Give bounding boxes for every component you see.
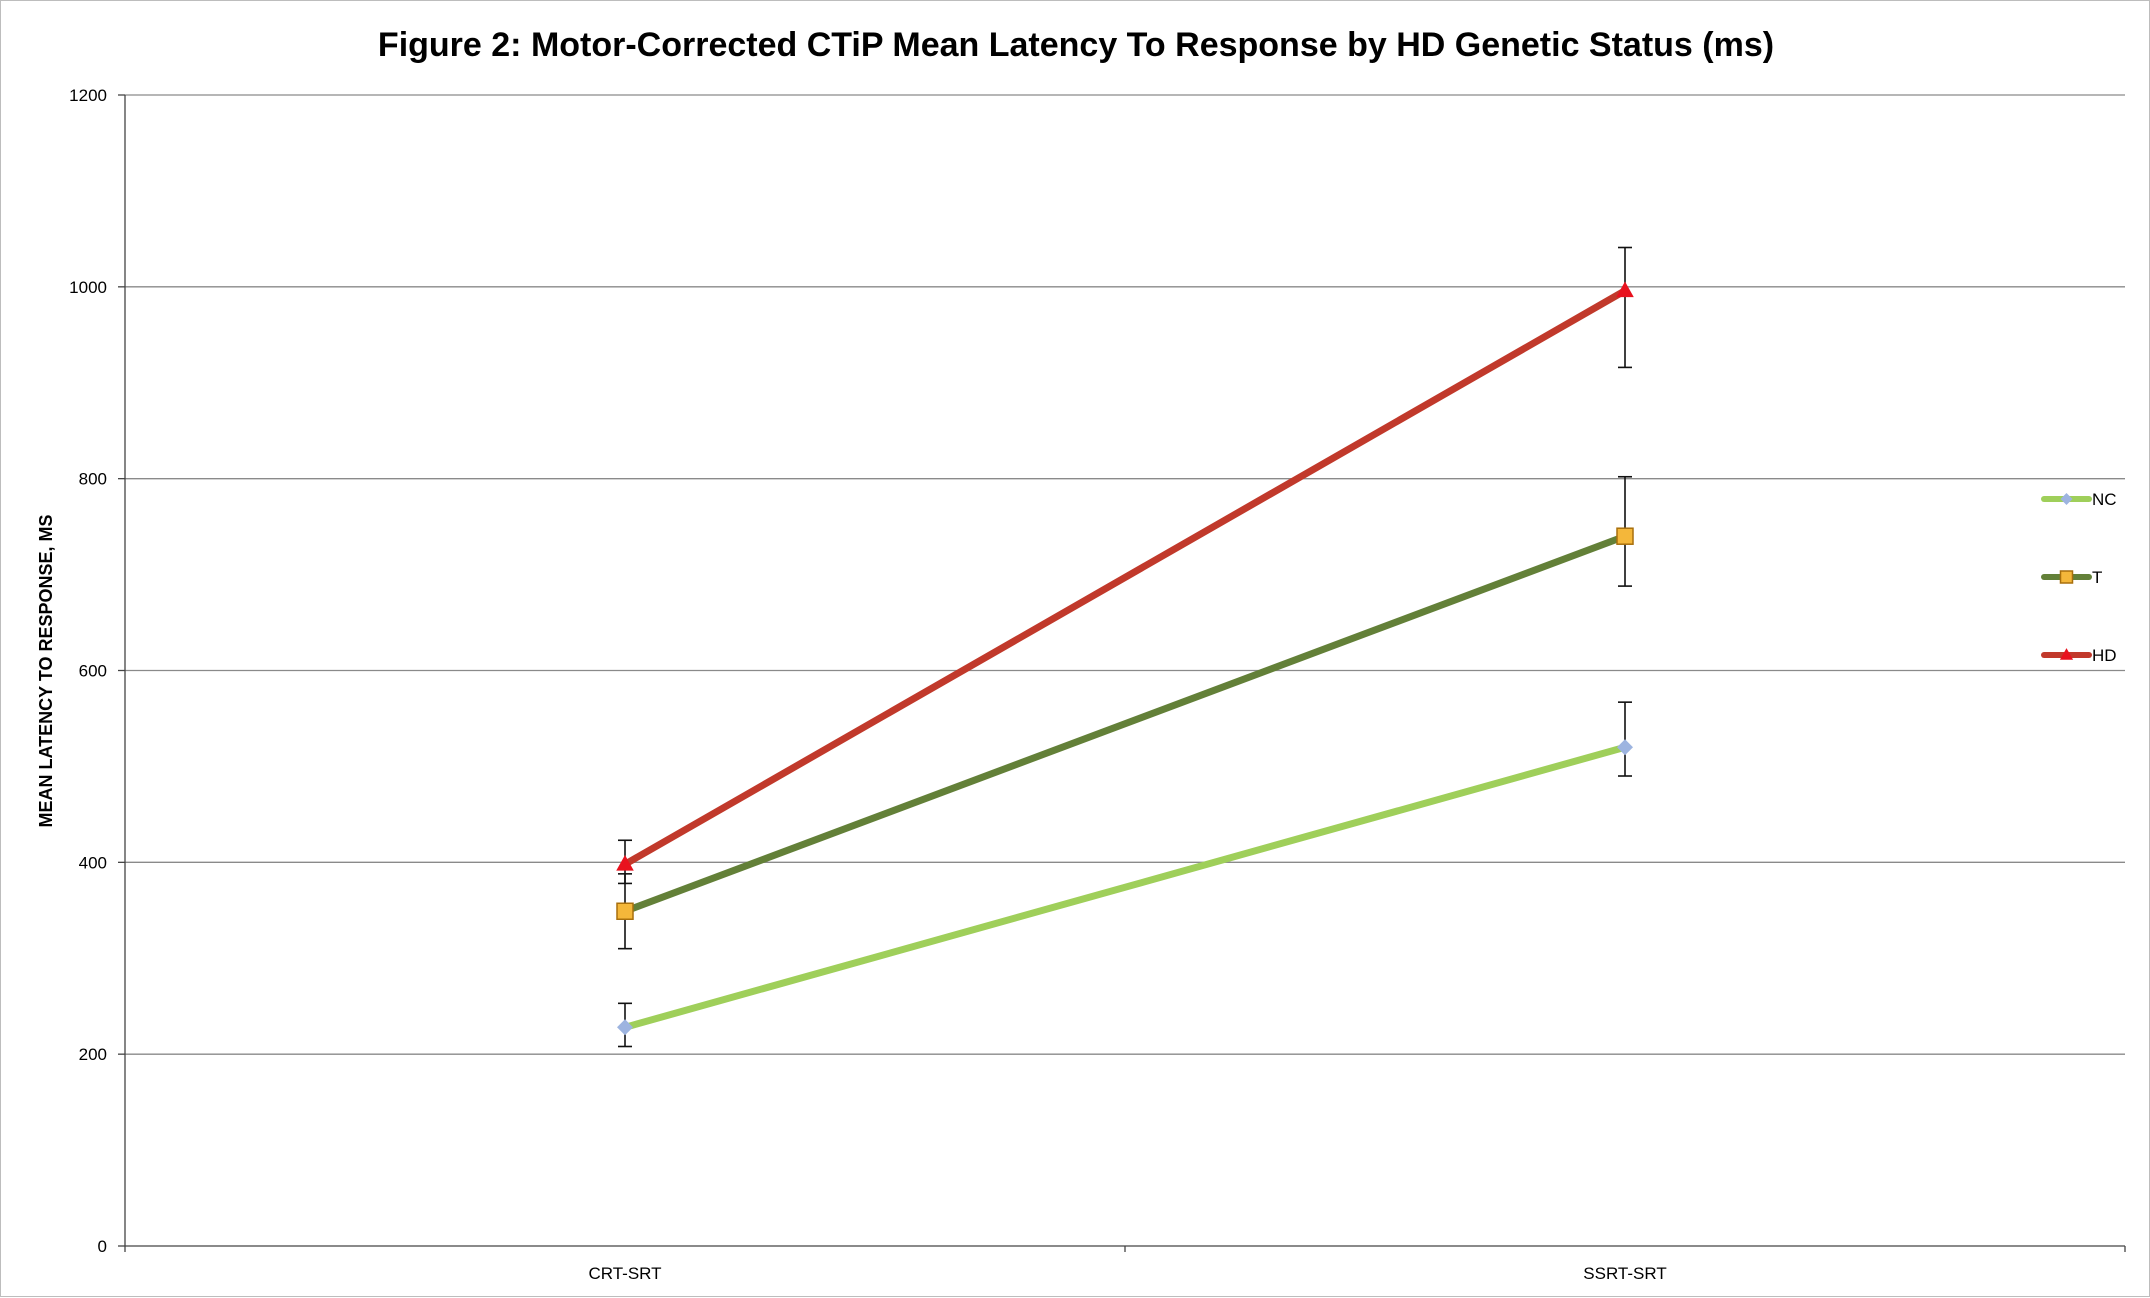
legend-marker — [2060, 493, 2073, 505]
axes: 0 200 400 600 800 1000 1200 CRT-SRT SSRT-SRT — [69, 86, 2126, 1283]
legend-marker — [2059, 648, 2074, 660]
legend-item-hd: HD — [2041, 646, 2117, 665]
legend-item-nc: NC — [2041, 490, 2117, 509]
data-point — [1616, 281, 1634, 298]
legend-label: T — [2092, 568, 2102, 587]
legend-label: NC — [2092, 490, 2117, 509]
y-tick-label: 400 — [79, 853, 107, 872]
series-line — [621, 532, 1629, 915]
series-nc — [617, 701, 1633, 1048]
data-point — [617, 1019, 633, 1036]
y-axis-title: MEAN LATENCY TO RESPONSE, MS — [36, 514, 56, 827]
legend-item-t: T — [2041, 568, 2102, 587]
series-line — [621, 743, 1629, 1031]
y-tick-label: 800 — [79, 470, 107, 489]
data-point — [1617, 739, 1633, 756]
y-tick-label: 0 — [98, 1237, 107, 1256]
series-t — [616, 475, 1634, 950]
series-hd — [616, 246, 1634, 885]
y-tick-label: 1000 — [69, 278, 107, 297]
y-tick-label: 200 — [79, 1045, 107, 1064]
data-point — [616, 855, 634, 871]
series-lines — [616, 246, 1634, 1048]
legend-label: HD — [2092, 646, 2117, 665]
series-line — [621, 287, 1629, 868]
legend: NC T HD — [2041, 490, 2117, 665]
y-tick-label: 1200 — [69, 86, 107, 105]
y-tick-label: 600 — [79, 662, 107, 681]
chart-title: Figure 2: Motor-Corrected CTiP Mean Late… — [378, 26, 1774, 64]
data-point — [1616, 527, 1634, 545]
gridlines — [125, 94, 2125, 1055]
legend-marker — [2059, 570, 2074, 584]
data-point — [616, 902, 634, 921]
x-tick-label: CRT-SRT — [588, 1264, 661, 1283]
x-tick-label: SSRT-SRT — [1583, 1264, 1666, 1283]
